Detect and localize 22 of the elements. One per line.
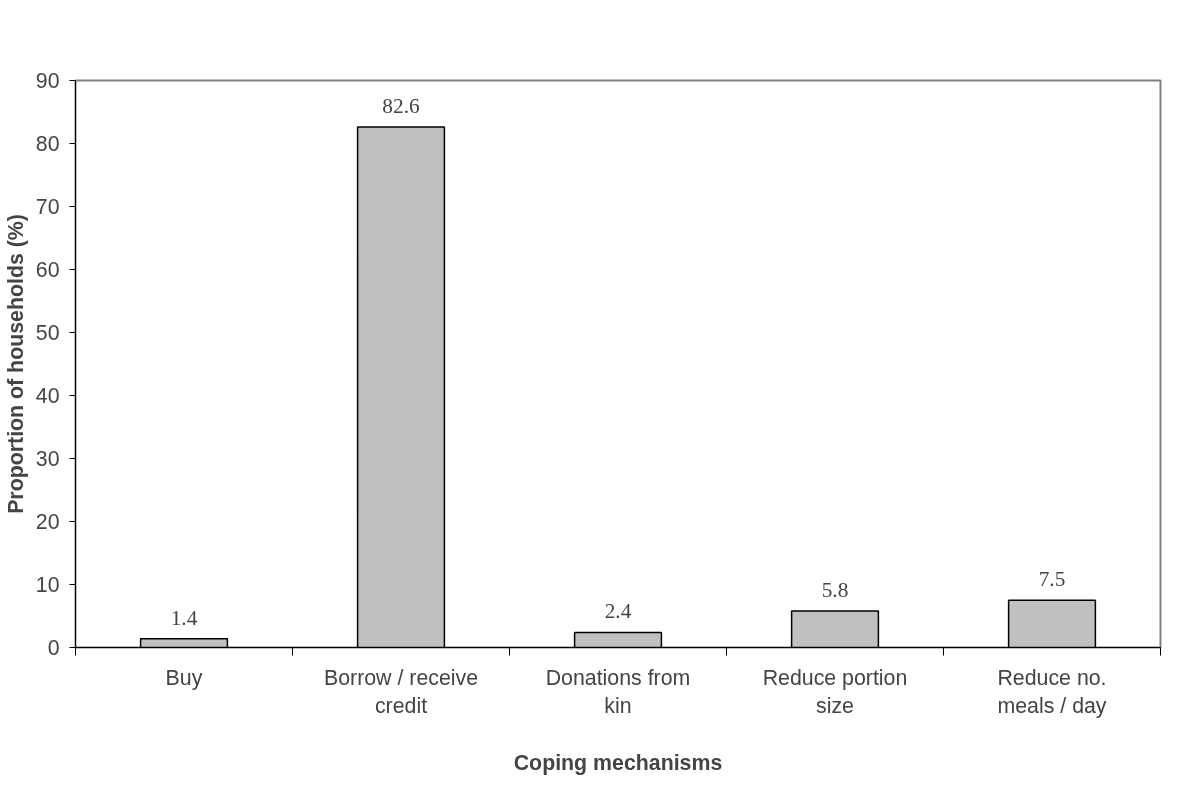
y-tick-label: 40 <box>35 384 60 408</box>
y-tick-label: 90 <box>35 69 60 93</box>
y-tick-label: 60 <box>35 258 60 282</box>
data-label: 7.5 <box>1038 567 1066 592</box>
x-tick-label: Reduce portion size <box>762 665 908 719</box>
y-tick-label: 20 <box>35 510 60 534</box>
y-tick-label: 0 <box>47 636 60 660</box>
y-tick-label: 50 <box>35 321 60 345</box>
data-label: 82.6 <box>382 94 420 119</box>
y-tick-label: 80 <box>35 132 60 156</box>
data-label: 2.4 <box>604 599 632 624</box>
data-label: 1.4 <box>170 605 198 630</box>
y-tick-label: 10 <box>35 573 60 597</box>
x-tick-label: Borrow / receive credit <box>323 665 479 719</box>
x-tick-label: Buy <box>165 665 203 690</box>
y-tick-label: 30 <box>35 447 60 471</box>
y-axis-title: Proportion of households (%) <box>3 214 28 514</box>
x-tick-label: Donations from kin <box>545 665 691 719</box>
x-tick-label: Reduce no. meals / day <box>997 665 1107 719</box>
data-label: 5.8 <box>821 577 849 602</box>
y-tick-label: 70 <box>35 195 60 219</box>
x-axis-title: Coping mechanisms <box>513 751 723 776</box>
